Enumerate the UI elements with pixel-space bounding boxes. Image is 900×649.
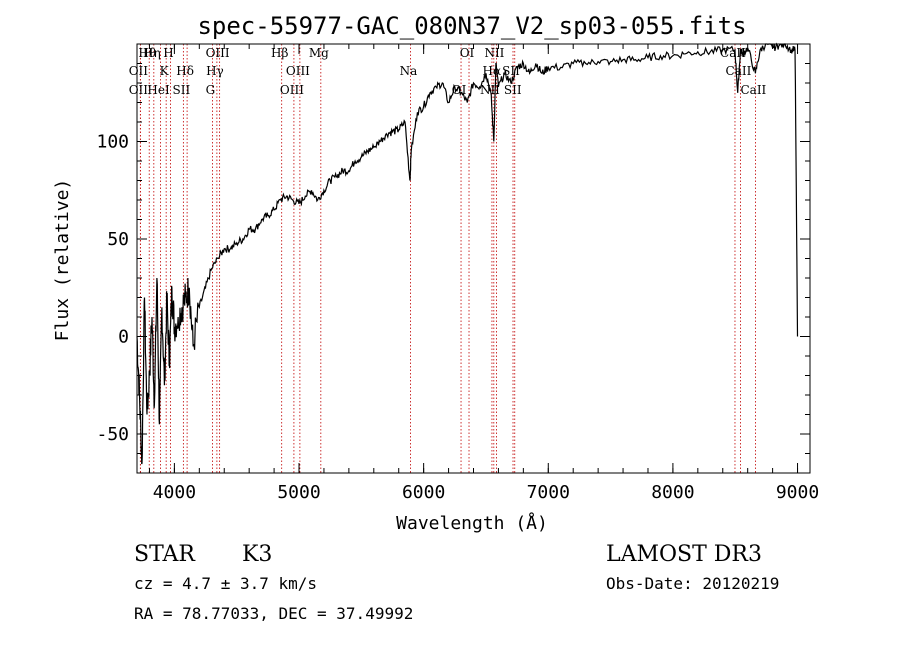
x-tick-label-0: 4000 (153, 482, 196, 503)
spectral-line-labels: Hθ OII OII Hη K HeI HHδ SII OIII Hγ G Hβ OIII OIII Mg N… (129, 46, 767, 97)
object-class: STAR (134, 542, 196, 567)
x-tick-label-1: 5000 (277, 482, 320, 503)
line-label-1: OII (129, 64, 149, 78)
line-label-26: CaII (740, 83, 766, 97)
line-label-3: Hη (143, 46, 161, 60)
chart-title: spec-55977-GAC_080N37_V2_sp03-055.fits (197, 12, 746, 40)
line-label-2: OII (129, 83, 149, 97)
line-label-18: OI (460, 46, 475, 60)
y-tick-label-0: -50 (96, 424, 129, 445)
x-tick-label-2: 6000 (402, 482, 445, 503)
line-label-0: Hθ (138, 46, 156, 60)
line-label-8: SII (173, 83, 191, 97)
line-label-6: H (163, 46, 173, 60)
line-label-16: Na (400, 64, 418, 78)
object-subclass: K3 (242, 542, 272, 567)
y-tick-label-1: 0 (118, 327, 129, 348)
y-axis-ticks: -50 0 50 100 (96, 63, 810, 454)
spectral-line-markers (139, 44, 756, 473)
line-label-11: G (206, 83, 216, 97)
line-label-4: K (160, 64, 170, 78)
line-label-5: HeI (147, 83, 170, 97)
line-label-14: OIII (280, 83, 304, 97)
y-tick-label-2: 50 (107, 229, 129, 250)
line-label-23: SII (504, 83, 522, 97)
obs-date: Obs-Date: 20120219 (606, 574, 779, 593)
line-label-21: NII (484, 46, 504, 60)
line-label-10: Hγ (206, 64, 224, 78)
line-label-13: OIII (286, 64, 310, 78)
x-tick-label-3: 7000 (527, 482, 570, 503)
y-tick-label-3: 100 (96, 132, 129, 153)
x-axis-ticks: 4000 5000 6000 7000 8000 9000 (148, 44, 819, 503)
line-label-9: OIII (206, 46, 230, 60)
redshift-info: cz = 4.7 ± 3.7 km/s (134, 574, 317, 593)
line-label-12: Hβ (271, 46, 288, 60)
spectrum-series-line (136, 42, 799, 465)
survey-name: LAMOST DR3 (606, 542, 762, 567)
line-label-7: Hδ (176, 64, 194, 78)
plot-frame (136, 43, 811, 474)
line-label-15: Mg (309, 46, 329, 60)
x-tick-label-5: 9000 (776, 482, 819, 503)
ra-dec: RA = 78.77033, DEC = 37.49992 (134, 604, 413, 623)
y-axis-label: Flux (relative) (52, 179, 73, 342)
x-tick-label-4: 8000 (651, 482, 694, 503)
x-axis-label: Wavelength (Å) (396, 512, 548, 534)
